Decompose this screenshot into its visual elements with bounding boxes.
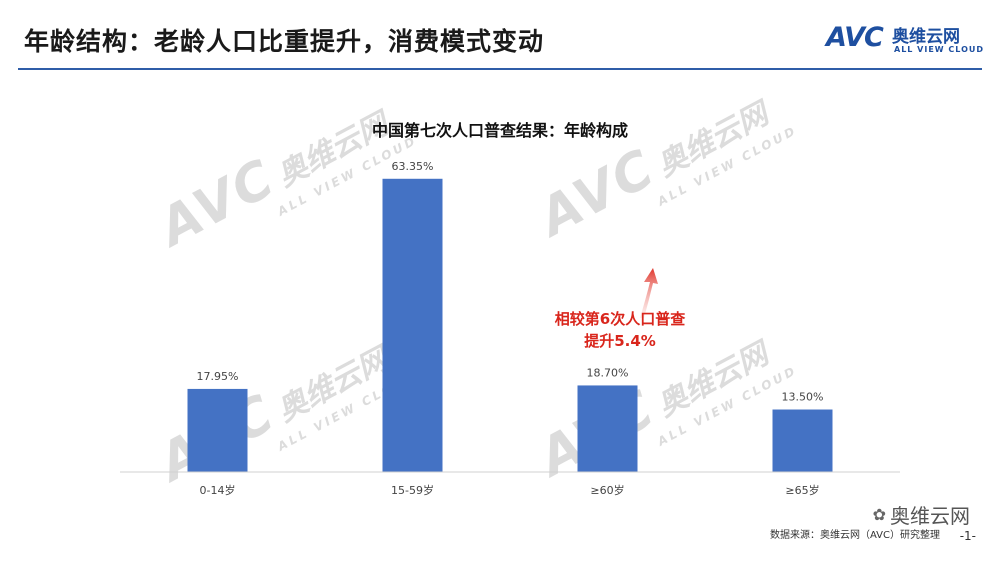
brand-name-cn: 奥维云网 [892,27,960,47]
bar [772,409,833,472]
page-number: -1- [959,529,976,543]
wechat-badge: ✿ 奥维云网 [873,500,970,529]
increase-arrow-icon [640,268,658,318]
x-tick-label: 0-14岁 [200,483,236,497]
bar [382,178,443,472]
data-label: 17.95% [197,370,239,383]
brand-logo: AVC 奥维云网 ALL VIEW CLOUD [826,18,986,62]
data-source: 数据来源：奥维云网（AVC）研究整理 [769,530,940,541]
wechat-name: 奥维云网 [890,504,970,528]
header-divider [18,68,982,70]
annotation-line: 相较第6次人口普查 [554,310,686,328]
annotation-line: 提升5.4% [584,332,656,350]
brand-name-en: ALL VIEW CLOUD [894,45,985,54]
brand-mark: AVC [826,22,884,53]
wechat-icon: ✿ [872,505,886,524]
x-tick-label: ≥60岁 [590,483,624,497]
data-label: 18.70% [587,366,629,379]
x-tick-label: ≥65岁 [785,483,819,497]
page-title: 年龄结构：老龄人口比重提升，消费模式变动 [24,27,545,56]
chart-title: 中国第七次人口普查结果：年龄构成 [371,121,628,140]
x-tick-label: 15-59岁 [391,483,434,497]
bar [577,385,638,472]
bar [187,388,248,472]
data-label: 13.50% [782,391,824,404]
data-label: 63.35% [392,160,434,173]
chart-annotation: 相较第6次人口普查 提升5.4% [540,308,700,352]
